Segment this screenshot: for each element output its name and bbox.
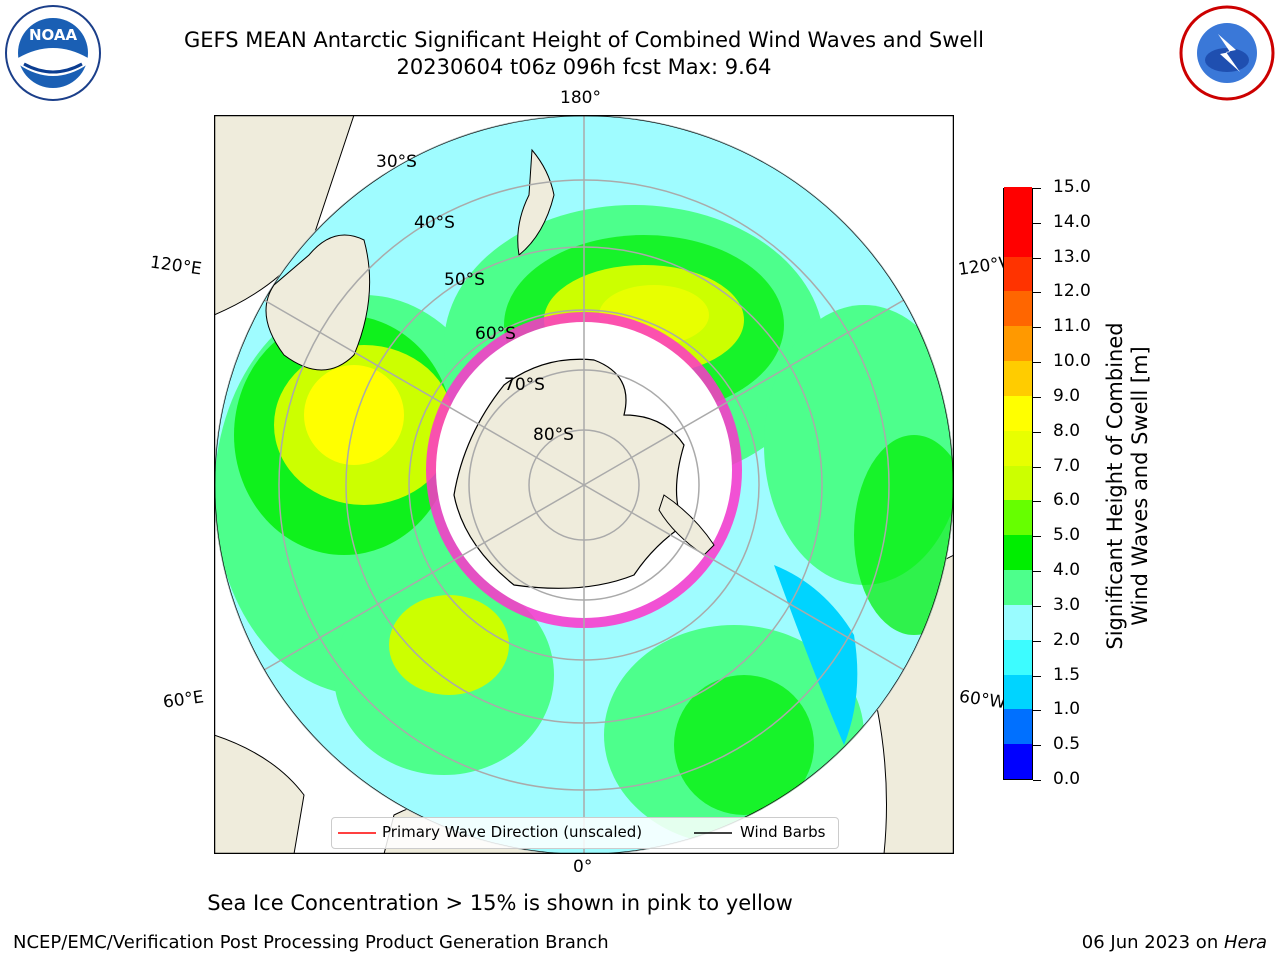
- lat-label-50s: 50°S: [444, 270, 485, 290]
- colorbar-tick-mark: [1033, 431, 1041, 433]
- colorbar-segment: [1004, 500, 1032, 536]
- colorbar-tick-label: 11.0: [1053, 316, 1091, 337]
- chart-title-line1: GEFS MEAN Antarctic Significant Height o…: [183, 28, 985, 52]
- colorbar-tick-label: 5.0: [1053, 525, 1081, 546]
- colorbar-segment: [1004, 291, 1032, 327]
- colorbar-tick-mark: [1033, 501, 1041, 503]
- colorbar-segment: [1004, 326, 1032, 362]
- lon-label-180: 180°: [560, 88, 601, 108]
- colorbar-tick-mark: [1033, 257, 1041, 259]
- lon-label-120e: 120°E: [148, 252, 203, 280]
- noaa-logo-icon: NOAA: [4, 4, 102, 106]
- colorbar-segment: [1004, 674, 1032, 710]
- colorbar-segment: [1004, 569, 1032, 605]
- lon-label-60e: 60°E: [161, 687, 206, 713]
- lat-label-80s: 80°S: [533, 425, 574, 445]
- colorbar-tick-label: 8.0: [1053, 420, 1081, 441]
- colorbar-tick-label: 1.0: [1053, 699, 1081, 720]
- lat-label-70s: 70°S: [504, 375, 545, 395]
- legend-wave-direction: Primary Wave Direction (unscaled): [382, 823, 643, 841]
- footer-date: 06 Jun 2023 on Hera: [1082, 932, 1267, 953]
- map-legend: Primary Wave Direction (unscaled) Wind B…: [331, 817, 839, 849]
- footer-credit: NCEP/EMC/Verification Post Processing Pr…: [13, 932, 609, 953]
- colorbar-tick-label: 1.5: [1053, 664, 1081, 685]
- lat-label-40s: 40°S: [414, 213, 455, 233]
- colorbar-segment: [1004, 465, 1032, 501]
- colorbar-tick-label: 6.0: [1053, 490, 1081, 511]
- sea-ice-note: Sea Ice Concentration > 15% is shown in …: [207, 891, 793, 915]
- colorbar-segment: [1004, 186, 1032, 222]
- colorbar-tick-label: 7.0: [1053, 455, 1081, 476]
- colorbar-segment: [1004, 535, 1032, 571]
- colorbar-tick-mark: [1033, 466, 1041, 468]
- colorbar-tick-mark: [1033, 675, 1041, 677]
- colorbar-segment: [1004, 604, 1032, 640]
- colorbar-label-line2: Wind Waves and Swell [m]: [1128, 346, 1152, 626]
- colorbar-tick-mark: [1033, 605, 1041, 607]
- lon-label-60w: 60°W: [957, 686, 1008, 714]
- colorbar-tick-label: 15.0: [1053, 177, 1091, 197]
- footer-date-text: 06 Jun 2023 on: [1081, 932, 1224, 953]
- colorbar-tick-mark: [1033, 710, 1041, 712]
- colorbar-tick-label: 3.0: [1053, 594, 1081, 615]
- colorbar-label: Significant Height of Combined Wind Wave…: [1103, 276, 1153, 696]
- colorbar-tick-mark: [1033, 745, 1041, 747]
- colorbar-tick-mark: [1033, 327, 1041, 329]
- colorbar-segment: [1004, 360, 1032, 396]
- chart-title-line2: 20230604 t06z 096h fcst Max: 9.64: [396, 55, 772, 79]
- colorbar-tick-mark: [1033, 362, 1041, 364]
- colorbar-tick-label: 2.0: [1053, 629, 1081, 650]
- colorbar-tick-mark: [1033, 188, 1041, 189]
- colorbar-tick-mark: [1033, 780, 1041, 781]
- colorbar-segment: [1004, 256, 1032, 292]
- wave-direction-legend-icon: [338, 832, 376, 834]
- national-weather-service-logo-icon: [1178, 4, 1276, 106]
- colorbar-tick-mark: [1033, 640, 1041, 642]
- colorbar-tick-label: 10.0: [1053, 351, 1091, 372]
- colorbar-tick-label: 13.0: [1053, 246, 1091, 267]
- lon-label-0: 0°: [573, 857, 593, 877]
- colorbar-segment: [1004, 221, 1032, 257]
- wind-barb-legend-icon: [694, 832, 732, 834]
- colorbar-tick-mark: [1033, 222, 1041, 224]
- legend-wind-barbs: Wind Barbs: [740, 823, 826, 841]
- colorbar-tick-mark: [1033, 292, 1041, 294]
- colorbar-segment: [1004, 395, 1032, 431]
- colorbar-label-line1: Significant Height of Combined: [1103, 322, 1127, 650]
- lat-label-30s: 30°S: [376, 152, 417, 172]
- colorbar-tick-label: 14.0: [1053, 211, 1091, 232]
- lat-label-60s: 60°S: [475, 324, 516, 344]
- footer-host: Hera: [1223, 932, 1267, 953]
- colorbar-tick-label: 0.0: [1053, 769, 1081, 789]
- colorbar-tick-mark: [1033, 396, 1041, 398]
- colorbar-tick-label: 9.0: [1053, 385, 1081, 406]
- colorbar-segment: [1004, 430, 1032, 466]
- colorbar-tick-label: 12.0: [1053, 281, 1091, 302]
- colorbar-segment: [1004, 744, 1032, 779]
- colorbar-tick-mark: [1033, 536, 1041, 538]
- colorbar-tick-mark: [1033, 571, 1041, 573]
- colorbar-tick-label: 4.0: [1053, 560, 1081, 581]
- colorbar-segment: [1004, 639, 1032, 675]
- polar-map: [213, 114, 955, 855]
- colorbar: [1003, 186, 1033, 780]
- colorbar-tick-label: 0.5: [1053, 734, 1081, 755]
- noaa-logo-text: NOAA: [29, 26, 78, 44]
- colorbar-segment: [1004, 709, 1032, 745]
